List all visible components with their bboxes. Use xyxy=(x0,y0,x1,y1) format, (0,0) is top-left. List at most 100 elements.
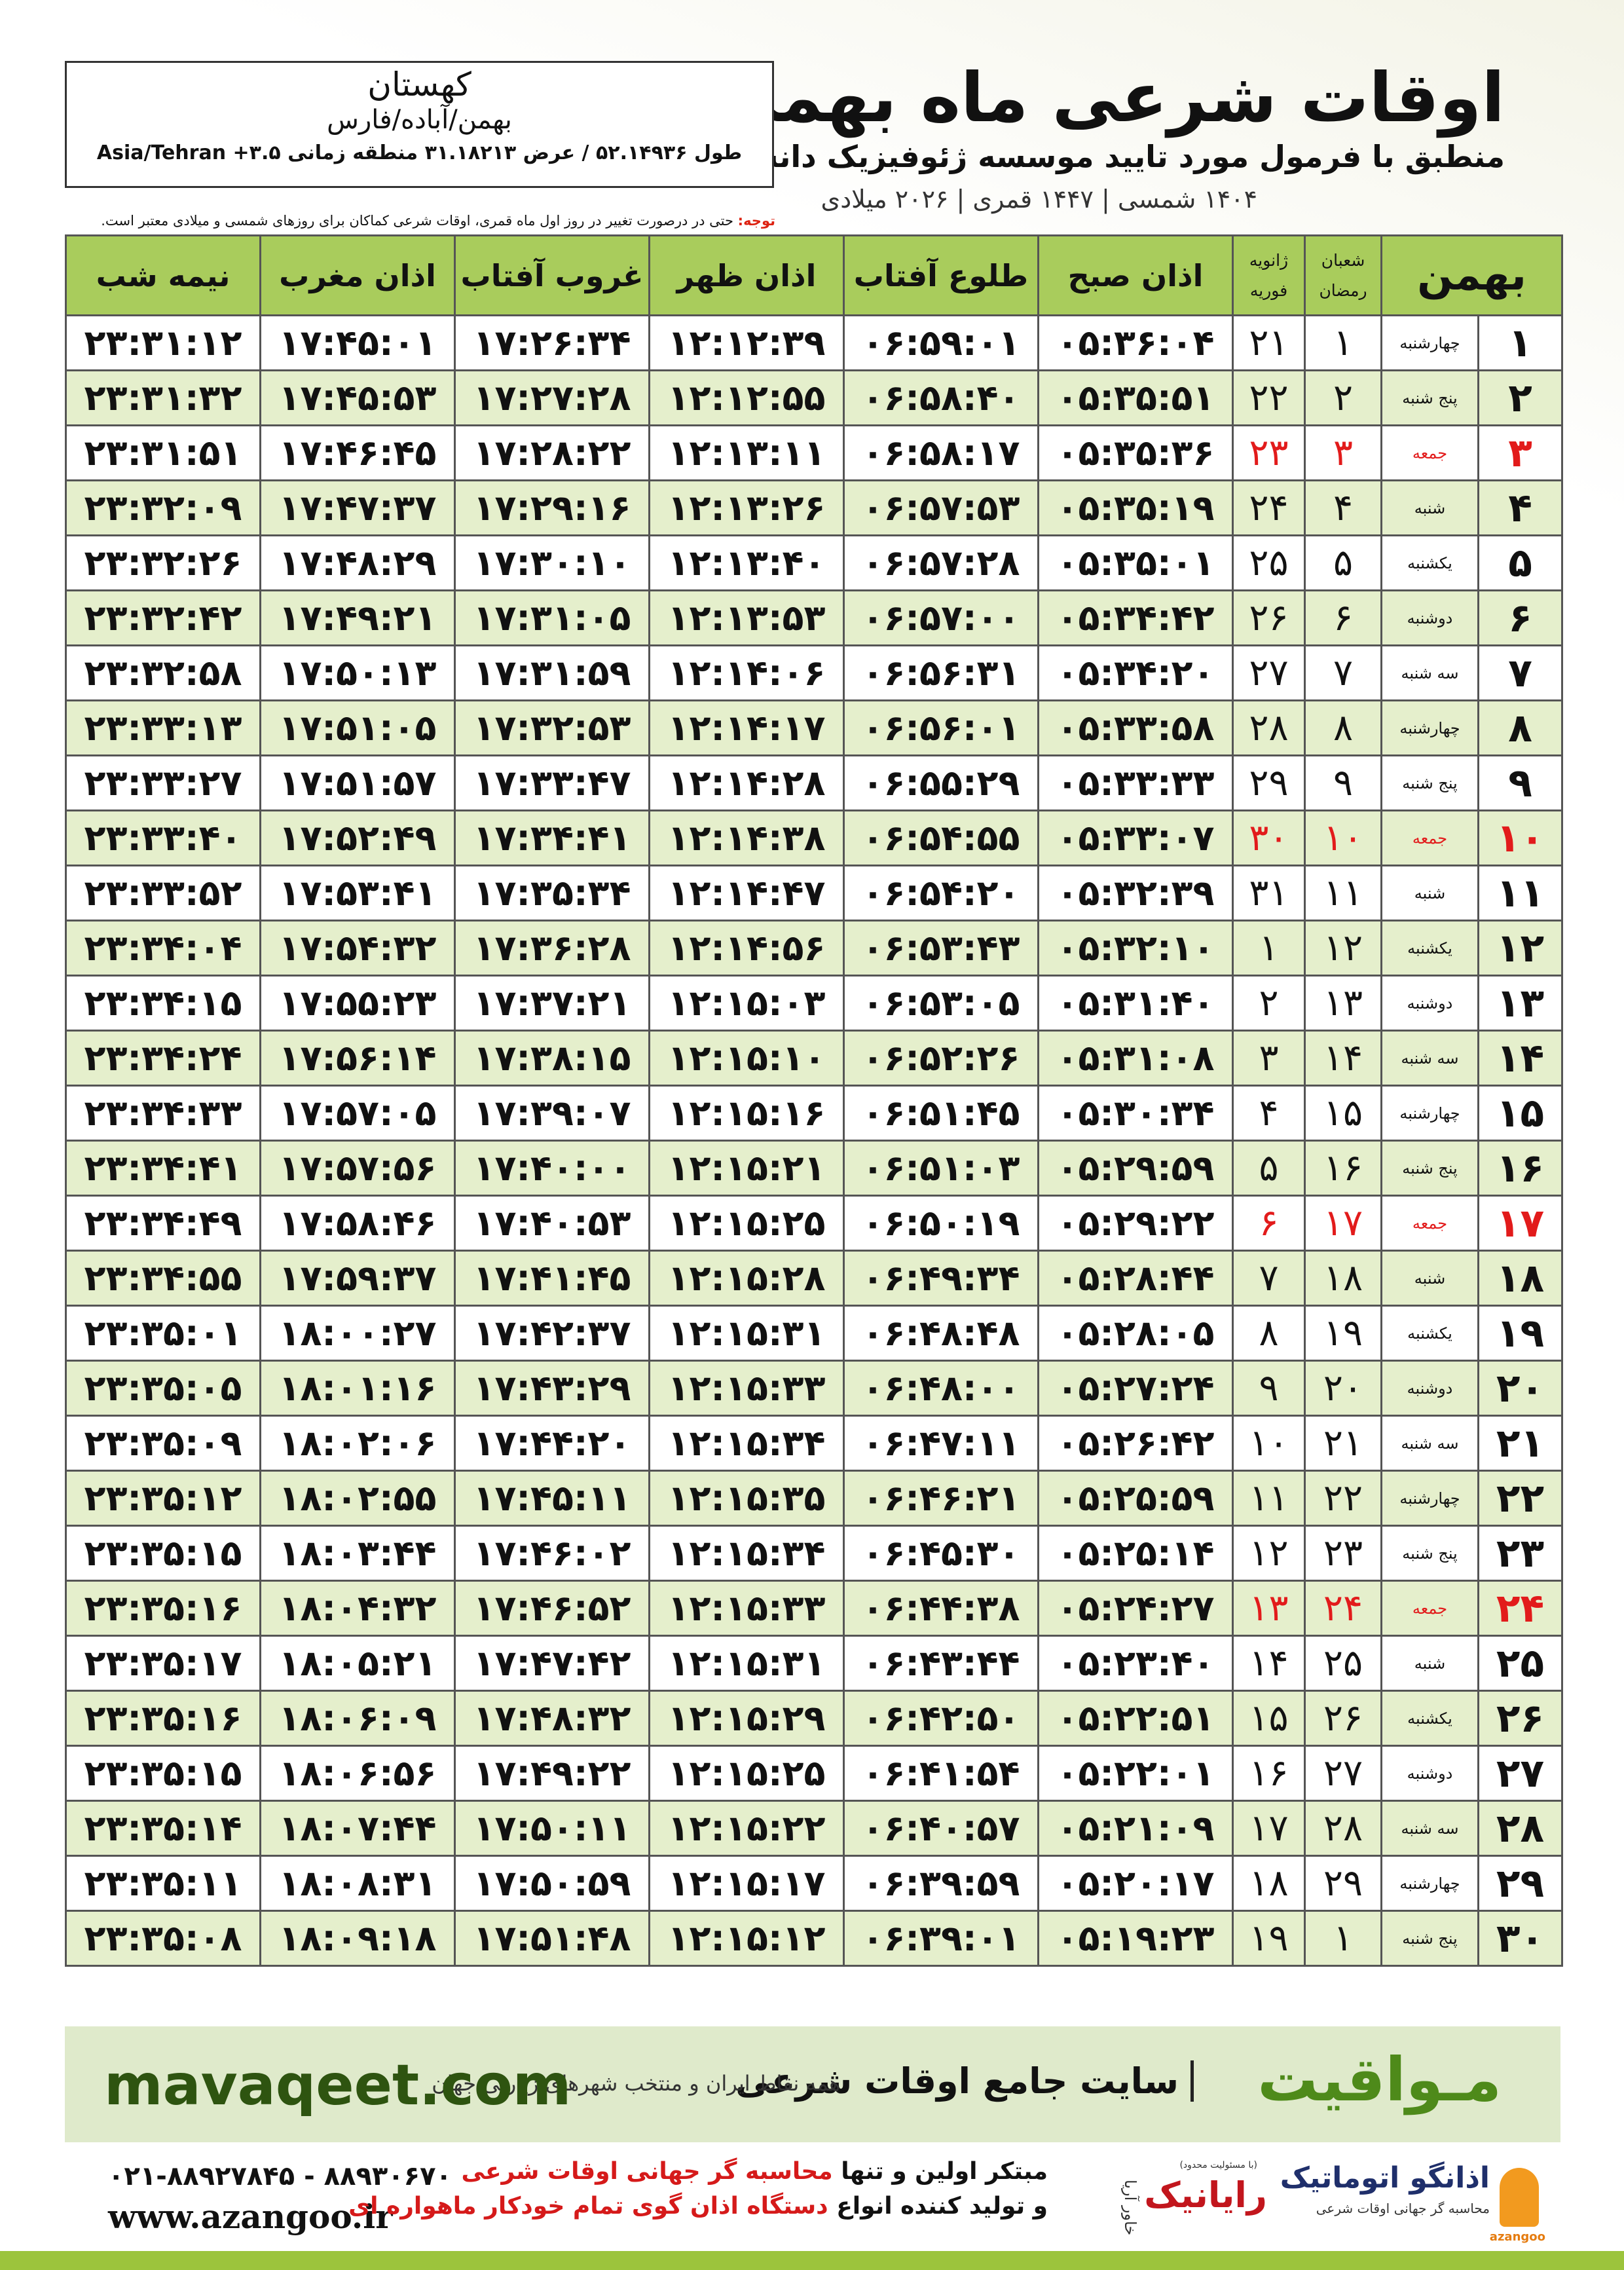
time-cell: ۱۸:۰۰:۲۷ xyxy=(259,1305,456,1362)
date-cell: ۱۱ xyxy=(1304,865,1382,921)
table-row: ۴ شنبه ۴ ۲۴ ۰۵:۳۵:۱۹ ۰۶:۵۷:۵۳ ۱۲:۱۳:۲۶ ۱۷:۲۹:۱۶… xyxy=(65,479,1563,536)
time-cell: ۰۵:۲۸:۴۴ xyxy=(1037,1250,1234,1307)
logo-rayanik: رایانیک xyxy=(1144,2174,1267,2216)
table-row: ۲۷ دوشنبه ۲۷ ۱۶ ۰۵:۲۲:۰۱ ۰۶:۴۱:۵۴ ۱۲:۱۵:۲۵ ۱۷:۴… xyxy=(65,1745,1563,1802)
time-cell: ۱۷:۲۶:۳۴ xyxy=(454,314,650,371)
date-cell: ۸ xyxy=(1304,699,1382,756)
time-cell: ۰۶:۴۰:۵۷ xyxy=(843,1800,1039,1857)
date-cell: چهارشنبه xyxy=(1380,1855,1479,1912)
time-cell: ۱۷:۲۷:۲۸ xyxy=(454,369,650,426)
location-name: کهستان xyxy=(367,65,471,103)
time-cell: ۱۷:۴۰:۵۳ xyxy=(454,1195,650,1252)
date-cell: ۱ xyxy=(1304,1910,1382,1967)
time-cell: ۱۸:۰۹:۱۸ xyxy=(259,1910,456,1967)
time-cell: ۱۷:۳۰:۱۰ xyxy=(454,534,650,591)
date-cell: ۴ xyxy=(1477,479,1563,536)
contact-line: مبتکر اولین و تنها محاسبه گر جهانی اوقات… xyxy=(462,2158,1048,2185)
date-cell: ۸ xyxy=(1232,1305,1306,1362)
table-row: ۱۷ جمعه ۱۷ ۶ ۰۵:۲۹:۲۲ ۰۶:۵۰:۱۹ ۱۲:۱۵:۲۵ ۱۷:۴۰:۵… xyxy=(65,1195,1563,1252)
time-cell: ۲۳:۳۵:۱۵ xyxy=(65,1745,261,1802)
header-row: بهمن شعبان رمضان ژانویه فوریه اذان صبح طلوع آف… xyxy=(65,234,1563,316)
time-cell: ۱۷:۴۷:۴۲ xyxy=(454,1635,650,1692)
time-cell: ۰۶:۵۷:۰۰ xyxy=(843,589,1039,646)
time-cell: ۱۷:۵۰:۱۱ xyxy=(454,1800,650,1857)
note: توجه: حتی در درصورت تغییر در روز اول ماه… xyxy=(65,213,775,229)
time-cell: ۰۶:۵۸:۱۷ xyxy=(843,424,1039,481)
time-cell: ۱۲:۱۳:۲۶ xyxy=(648,479,845,536)
date-cell: یکشنبه xyxy=(1380,920,1479,977)
time-cell: ۱۸:۰۳:۴۴ xyxy=(259,1525,456,1582)
date-cell: سه شنبه xyxy=(1380,1800,1479,1857)
date-cell: ۱۲ xyxy=(1477,920,1563,977)
table-body: ۱ چهارشنبه ۱ ۲۱ ۰۵:۳۶:۰۴ ۰۶:۵۹:۰۱ ۱۲:۱۲:۳۹ ۱۷:۲… xyxy=(65,314,1563,1967)
logo-rayanik-sub: خاور آریا xyxy=(1121,2180,1139,2236)
date-cell: یکشنبه xyxy=(1380,1305,1479,1362)
website[interactable]: www.azangoo.ir xyxy=(108,2197,393,2236)
time-cell: ۲۳:۳۴:۰۴ xyxy=(65,920,261,977)
time-cell: ۱۲:۱۲:۳۹ xyxy=(648,314,845,371)
time-cell: ۱۲:۱۵:۱۲ xyxy=(648,1910,845,1967)
time-cell: ۱۲:۱۵:۳۴ xyxy=(648,1525,845,1582)
time-cell: ۰۶:۳۹:۰۱ xyxy=(843,1910,1039,1967)
date-cell: ۱۴ xyxy=(1232,1635,1306,1692)
date-cell: ۱۷ xyxy=(1477,1195,1563,1252)
time-cell: ۱۲:۱۵:۳۳ xyxy=(648,1580,845,1637)
note-text: حتی در درصورت تغییر در روز اول ماه قمری،… xyxy=(101,213,733,229)
time-cell: ۱۷:۴۶:۴۵ xyxy=(259,424,456,481)
date-cell: ۲۳ xyxy=(1232,424,1306,481)
time-cell: ۱۲:۱۴:۰۶ xyxy=(648,644,845,701)
time-cell: ۱۲:۱۵:۲۹ xyxy=(648,1690,845,1747)
time-cell: ۱۸:۰۶:۵۶ xyxy=(259,1745,456,1802)
time-cell: ۰۵:۲۵:۵۹ xyxy=(1037,1470,1234,1527)
date-cell: ۱۹ xyxy=(1304,1305,1382,1362)
table-row: ۷ سه شنبه ۷ ۲۷ ۰۵:۳۴:۲۰ ۰۶:۵۶:۳۱ ۱۲:۱۴:۰۶ ۱۷:۳۱… xyxy=(65,644,1563,701)
date-cell: ۱۰ xyxy=(1304,809,1382,866)
time-cell: ۱۲:۱۵:۳۱ xyxy=(648,1635,845,1692)
date-cell: ۲۴ xyxy=(1477,1580,1563,1637)
date-cell: ۱۵ xyxy=(1477,1085,1563,1142)
header-text: شعبان xyxy=(1321,250,1365,270)
time-cell: ۲۳:۳۴:۳۳ xyxy=(65,1085,261,1142)
date-cell: ۱۹ xyxy=(1232,1910,1306,1967)
date-cell: ۶ xyxy=(1232,1195,1306,1252)
table-row: ۱۰ جمعه ۱۰ ۳۰ ۰۵:۳۳:۰۷ ۰۶:۵۴:۵۵ ۱۲:۱۴:۳۸ ۱۷:۳۴:… xyxy=(65,809,1563,866)
date-cell: شنبه xyxy=(1380,479,1479,536)
banner-url[interactable]: mavaqeet.com xyxy=(104,2053,572,2118)
date-cell: ۲۳ xyxy=(1477,1525,1563,1582)
date-cell: ۱۴ xyxy=(1304,1030,1382,1087)
date-cell: ۳۰ xyxy=(1477,1910,1563,1967)
time-cell: ۱۲:۱۵:۳۴ xyxy=(648,1415,845,1472)
table-row: ۱۳ دوشنبه ۱۳ ۲ ۰۵:۳۱:۴۰ ۰۶:۵۳:۰۵ ۱۲:۱۵:۰۳ ۱۷:۳۷… xyxy=(65,975,1563,1032)
table-row: ۲۸ سه شنبه ۲۸ ۱۷ ۰۵:۲۱:۰۹ ۰۶:۴۰:۵۷ ۱۲:۱۵:۲۲ ۱۷:… xyxy=(65,1800,1563,1857)
header-text: ژانویه xyxy=(1249,250,1289,270)
time-cell: ۱۲:۱۳:۱۱ xyxy=(648,424,845,481)
time-cell: ۰۶:۵۳:۴۳ xyxy=(843,920,1039,977)
highlight: محاسبه گر جهانی اوقات شرعی xyxy=(461,2158,833,2185)
time-cell: ۰۶:۵۹:۰۱ xyxy=(843,314,1039,371)
time-cell: ۱۷:۴۶:۵۲ xyxy=(454,1580,650,1637)
date-cell: ۲۳ xyxy=(1304,1525,1382,1582)
date-cell: ۱۳ xyxy=(1304,975,1382,1032)
time-cell: ۱۷:۴۶:۰۲ xyxy=(454,1525,650,1582)
date-cell: ۱۸ xyxy=(1477,1250,1563,1307)
text: و تولید کننده انواع xyxy=(828,2193,1048,2220)
time-cell: ۱۸:۰۲:۰۶ xyxy=(259,1415,456,1472)
time-cell: ۱۷:۵۲:۴۹ xyxy=(259,809,456,866)
date-cell: ۱۲ xyxy=(1232,1525,1306,1582)
table-row: ۱۹ یکشنبه ۱۹ ۸ ۰۵:۲۸:۰۵ ۰۶:۴۸:۴۸ ۱۲:۱۵:۳۱ ۱۷:۴۲… xyxy=(65,1305,1563,1362)
date-cell: سه شنبه xyxy=(1380,1415,1479,1472)
time-cell: ۲۳:۳۵:۱۷ xyxy=(65,1635,261,1692)
date-cell: ۱۸ xyxy=(1232,1855,1306,1912)
date-cell: ۲۹ xyxy=(1232,754,1306,811)
date-cell: ۱۱ xyxy=(1477,865,1563,921)
table-row: ۲۰ دوشنبه ۲۰ ۹ ۰۵:۲۷:۲۴ ۰۶:۴۸:۰۰ ۱۲:۱۵:۳۳ ۱۷:۴۳… xyxy=(65,1360,1563,1417)
date-cell: دوشنبه xyxy=(1380,1360,1479,1417)
date-cell: ۱۲ xyxy=(1304,920,1382,977)
time-cell: ۱۷:۵۷:۵۶ xyxy=(259,1140,456,1197)
time-cell: ۲۳:۳۲:۴۲ xyxy=(65,589,261,646)
dates: ۱۴۰۴ شمسی | ۱۴۴۷ قمری | ۲۰۲۶ میلادی xyxy=(821,185,1257,214)
time-cell: ۱۷:۳۶:۲۸ xyxy=(454,920,650,977)
time-cell: ۱۷:۴۸:۳۲ xyxy=(454,1690,650,1747)
date-cell: ۲۵ xyxy=(1304,1635,1382,1692)
